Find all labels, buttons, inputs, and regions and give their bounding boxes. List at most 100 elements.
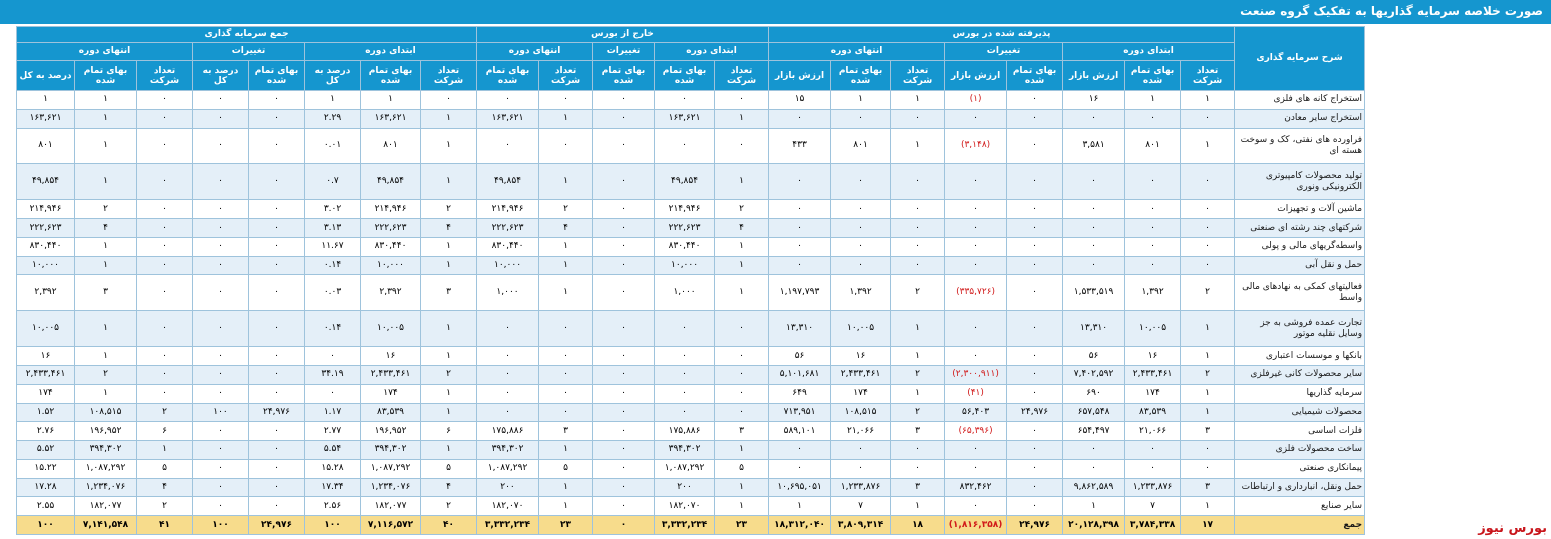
table-cell: ۱۸۲,۰۷۷ xyxy=(360,496,421,517)
table-cell: ۰ xyxy=(192,346,249,367)
subheader-count: تعداد شرکت xyxy=(136,60,193,91)
table-cell: ۱ xyxy=(890,496,946,517)
table-cell: ۱۶۳,۶۲۱ xyxy=(360,108,421,129)
row-label: ساخت محصولات فلزی xyxy=(1234,440,1366,460)
brand-label: بورس نیوز xyxy=(1478,521,1547,536)
table-cell: ۴۹,۸۵۴ xyxy=(360,163,421,201)
table-cell: ۰ xyxy=(890,236,946,257)
table-cell: ۵,۱۰۱,۶۸۱ xyxy=(768,365,832,385)
table-cell: ۲۴,۹۷۶ xyxy=(1006,515,1064,535)
table-cell: ۱ xyxy=(538,440,594,460)
table-cell: ۱۰۰ xyxy=(16,515,75,535)
table-cell: ۵.۵۴ xyxy=(304,440,361,460)
table-cell: ۲ xyxy=(420,496,477,517)
table-cell: ۱۶ xyxy=(830,346,892,367)
table-cell: ۸۰۱ xyxy=(360,127,421,165)
table-cell: ۰ xyxy=(248,127,305,165)
table-cell: ۰ xyxy=(654,127,716,165)
table-cell: ۲ xyxy=(714,199,770,220)
table-cell: ۰ xyxy=(1006,477,1064,498)
table-cell: ۸۳,۵۳۹ xyxy=(1124,402,1182,423)
table-cell: ۰ xyxy=(136,90,193,110)
table-cell: ۰ xyxy=(830,458,892,479)
table-cell: ۴ xyxy=(420,477,477,498)
table-cell: ۱ xyxy=(890,383,946,404)
table-cell: ۶ xyxy=(420,421,477,442)
table-cell: ۶۵۷,۵۴۸ xyxy=(1062,402,1126,423)
table-cell: ۰ xyxy=(1006,346,1064,367)
table-cell: ۷,۱۱۶,۵۷۲ xyxy=(360,515,421,535)
table-cell: ۱ xyxy=(74,310,137,348)
table-cell: ۰ xyxy=(538,127,594,165)
table-cell: ۱۷۴ xyxy=(1124,383,1182,404)
table-cell: ۰ xyxy=(304,383,361,404)
table-cell: ۴۹,۸۵۴ xyxy=(475,163,540,201)
subheader-market: ارزش بازار xyxy=(1062,60,1126,91)
table-cell: ۱ xyxy=(714,496,770,517)
table-cell: ۱ xyxy=(74,108,137,129)
table-cell: ۰ xyxy=(1124,255,1182,276)
table-cell: ۰ xyxy=(1180,108,1236,129)
table-cell: ۰ xyxy=(768,218,832,238)
table-cell: ۰ xyxy=(714,127,770,165)
table-cell: ۲.۲۹ xyxy=(304,108,361,129)
table-body: استخراج کانه های فلزی ۱ ۱ ۱۶ ۰ (۱) ۱ ۱ ۱۵ ۰ ۰ ۰ ۰ ۰ ۰ ۱… xyxy=(16,90,1366,535)
table-cell: ۷۱۳,۹۵۱ xyxy=(768,402,832,423)
table-cell: ۱ xyxy=(890,127,946,165)
table-cell: ۰ xyxy=(944,163,1008,201)
subheader-cost: بهای تمام شده xyxy=(74,60,137,91)
table-cell: ۲,۴۳۳,۴۶۱ xyxy=(360,365,421,385)
table-cell: (۴۱) xyxy=(944,383,1008,404)
row-label: جمع xyxy=(1234,515,1366,535)
table-cell: ۰ xyxy=(592,255,656,276)
table-cell: ۰ xyxy=(1006,255,1064,276)
table-cell: ۰ xyxy=(830,236,892,257)
table-cell: ۰ xyxy=(1124,458,1182,479)
table-row: واسطه‌گریهای مالی و پولی ۰ ۰ ۰ ۰ ۰ ۰ ۰ ۰ ۱ ۸۳۰,۴۴۰… xyxy=(16,236,1366,257)
subheader-cost: بهای تمام شده xyxy=(248,60,305,91)
table-cell: ۰ xyxy=(1006,496,1064,517)
table-cell: ۸۰۱ xyxy=(1124,127,1182,165)
table-cell: ۳۴.۱۹ xyxy=(304,365,361,385)
header-listed-end: انتهای دوره xyxy=(768,42,946,61)
table-cell: ۰ xyxy=(475,127,540,165)
watermark-logo xyxy=(20,455,160,515)
table-cell: ۴ xyxy=(420,218,477,238)
table-cell: ۸۳,۵۳۹ xyxy=(360,402,421,423)
table-cell: ۱۰,۰۰۵ xyxy=(1124,310,1182,348)
table-cell: ۰ xyxy=(248,255,305,276)
table-cell: ۰ xyxy=(1006,458,1064,479)
subheader-cost: بهای تمام شده xyxy=(1124,60,1182,91)
table-cell: ۸۳۰,۴۴۰ xyxy=(16,236,75,257)
table-cell: ۴۹,۸۵۴ xyxy=(16,163,75,201)
row-label: فراورده های نفتی، کک و سوخت هسته ای xyxy=(1234,127,1366,165)
table-cell: ۱۷۵,۸۸۶ xyxy=(654,421,716,442)
table-cell: ۵ xyxy=(714,458,770,479)
table-cell: ۲۴,۹۷۶ xyxy=(248,402,305,423)
table-cell: ۰ xyxy=(714,383,770,404)
table-cell: ۰ xyxy=(768,440,832,460)
table-cell: ۰ xyxy=(1124,163,1182,201)
table-cell: ۱۶۳,۶۲۱ xyxy=(16,108,75,129)
table-cell: ۰ xyxy=(592,477,656,498)
table-cell: ۰ xyxy=(1062,458,1126,479)
table-cell: ۴۹,۸۵۴ xyxy=(654,163,716,201)
table-cell: ۱ xyxy=(1062,496,1126,517)
header-unlisted-end: انتهای دوره xyxy=(475,42,594,61)
table-cell: ۰ xyxy=(944,199,1008,220)
table-cell: ۱ xyxy=(136,440,193,460)
table-cell: ۰ xyxy=(475,310,540,348)
table-cell: ۰ xyxy=(592,496,656,517)
table-cell: ۰ xyxy=(830,163,892,201)
table-row: شرکتهای چند رشته ای صنعتی ۰ ۰ ۰ ۰ ۰ ۰ ۰ ۰ ۴ ۲۲۲,۶۲… xyxy=(16,218,1366,238)
table-cell: ۲.۵۶ xyxy=(304,496,361,517)
table-cell: ۰ xyxy=(1006,108,1064,129)
table-cell: ۲,۴۳۳,۴۶۱ xyxy=(16,365,75,385)
table-cell: ۰ xyxy=(192,127,249,165)
table-cell: ۱ xyxy=(1124,90,1182,110)
table-cell: ۱,۰۸۷,۲۹۲ xyxy=(654,458,716,479)
table-cell: ۱۶ xyxy=(1062,90,1126,110)
table-cell: ۰ xyxy=(890,108,946,129)
table-cell: ۱ xyxy=(538,477,594,498)
table-cell: (۳۳۵,۷۲۶) xyxy=(944,274,1008,312)
